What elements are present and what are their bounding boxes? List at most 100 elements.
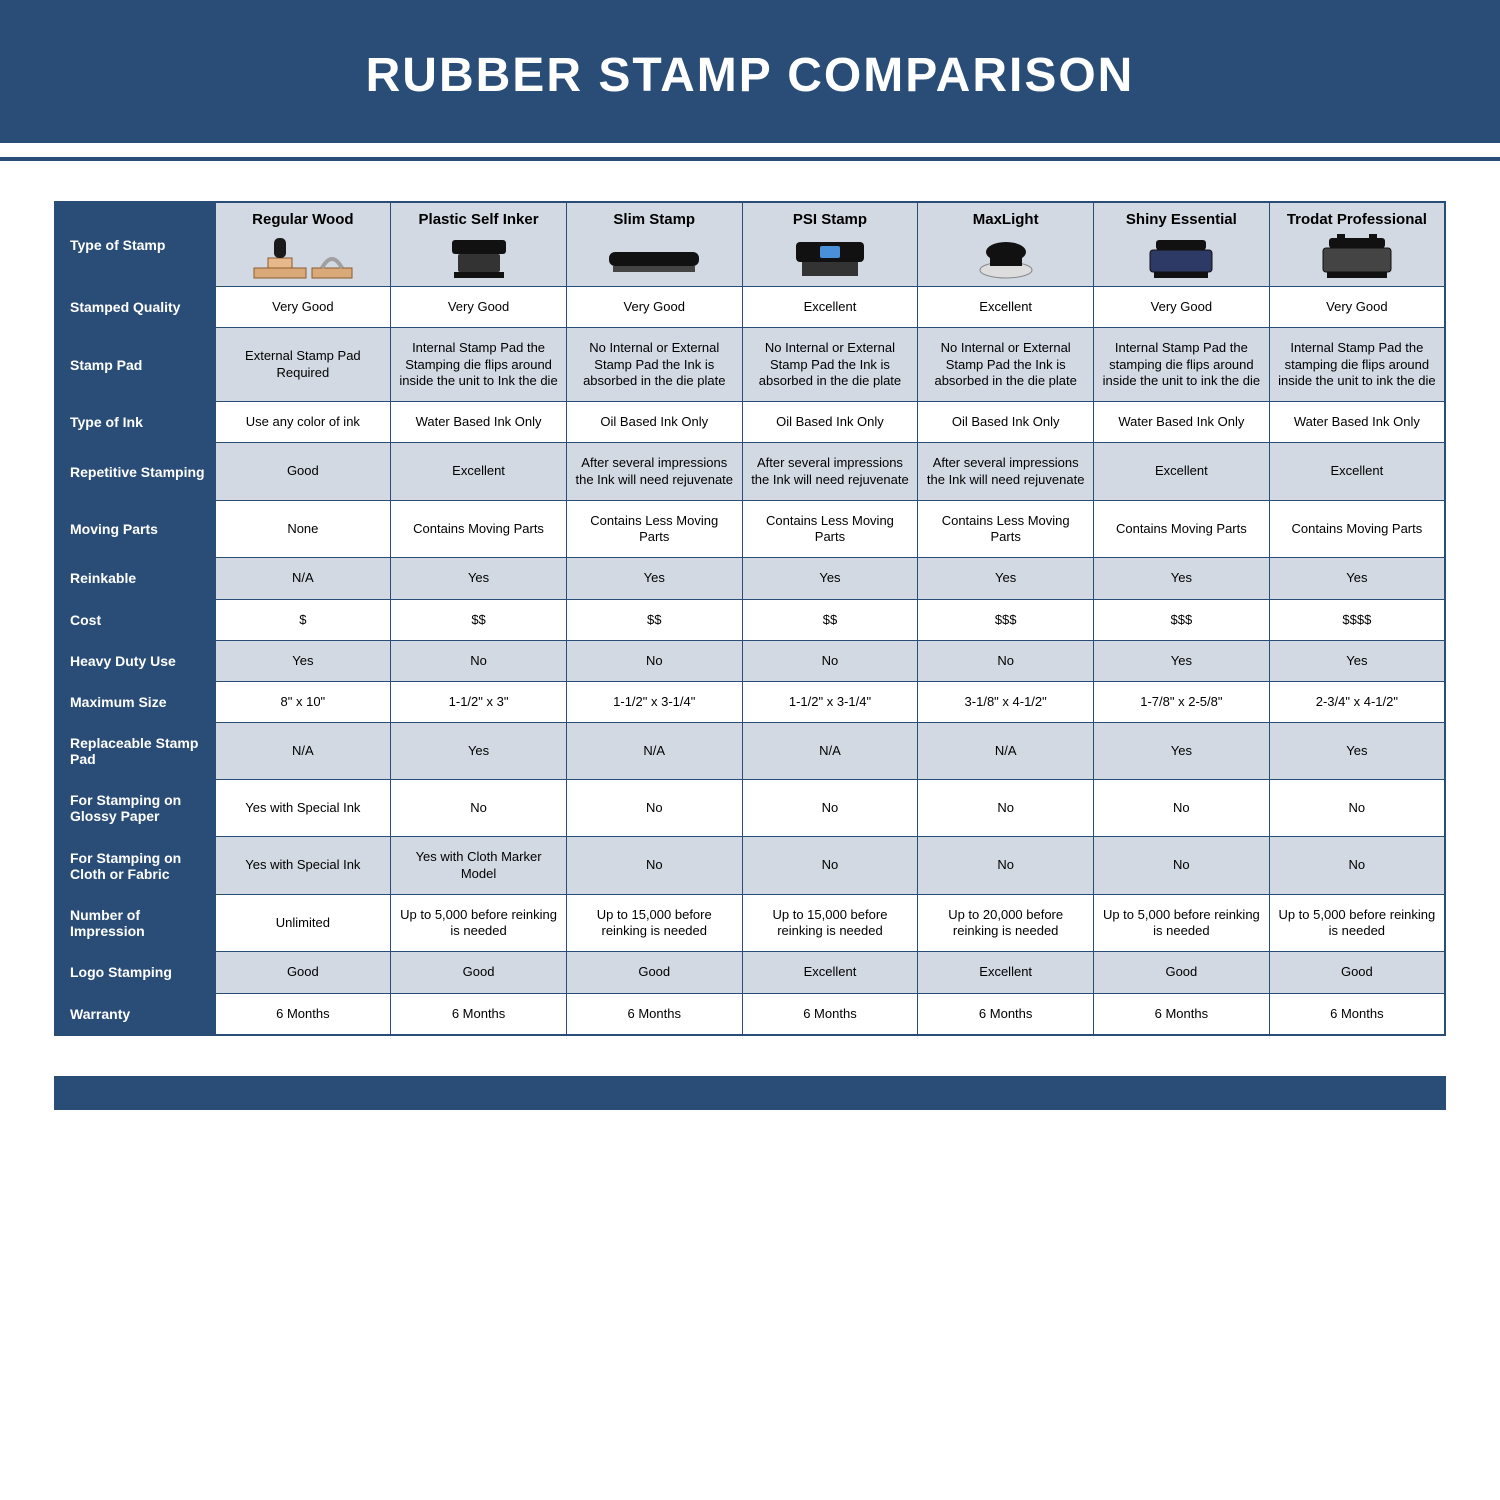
col-head-label: Trodat Professional xyxy=(1287,211,1427,228)
col-head-label: MaxLight xyxy=(973,211,1039,228)
col-head-5: Shiny Essential xyxy=(1094,202,1270,287)
table-cell: Good xyxy=(1094,952,1270,993)
table-cell: None xyxy=(215,500,391,558)
col-head-label: Plastic Self Inker xyxy=(419,211,539,228)
table-cell: 2-3/4" x 4-1/2" xyxy=(1269,682,1445,723)
psi-stamp-icon xyxy=(780,234,880,282)
table-cell: No xyxy=(1094,780,1270,837)
table-cell: Excellent xyxy=(918,952,1094,993)
table-cell: Yes xyxy=(391,723,567,780)
table-cell: Contains Moving Parts xyxy=(391,500,567,558)
bottom-bar xyxy=(54,1076,1446,1110)
table-cell: Very Good xyxy=(391,287,567,328)
table-cell: $$ xyxy=(566,599,742,640)
table-cell: No xyxy=(566,640,742,681)
col-head-label: Shiny Essential xyxy=(1126,211,1237,228)
table-cell: $$ xyxy=(391,599,567,640)
table-row: Stamp PadExternal Stamp Pad RequiredInte… xyxy=(55,328,1445,402)
row-label: Replaceable Stamp Pad xyxy=(55,723,215,780)
table-row: Warranty6 Months6 Months6 Months6 Months… xyxy=(55,993,1445,1035)
table-cell: Yes xyxy=(566,558,742,599)
table-cell: Very Good xyxy=(566,287,742,328)
table-cell: Internal Stamp Pad the stamping die flip… xyxy=(1094,328,1270,402)
row-label: Maximum Size xyxy=(55,682,215,723)
table-cell: No xyxy=(566,780,742,837)
table-cell: Water Based Ink Only xyxy=(1094,402,1270,443)
table-cell: 1-1/2" x 3-1/4" xyxy=(566,682,742,723)
table-cell: External Stamp Pad Required xyxy=(215,328,391,402)
table-row: For Stamping on Cloth or FabricYes with … xyxy=(55,837,1445,895)
table-row: Stamped QualityVery GoodVery GoodVery Go… xyxy=(55,287,1445,328)
table-cell: After several impressions the Ink will n… xyxy=(566,443,742,501)
table-row: ReinkableN/AYesYesYesYesYesYes xyxy=(55,558,1445,599)
comparison-table-wrap: Type of Stamp Regular Wood Plastic Self … xyxy=(0,161,1500,1076)
table-cell: Yes xyxy=(391,558,567,599)
table-cell: 3-1/8" x 4-1/2" xyxy=(918,682,1094,723)
table-cell: Internal Stamp Pad the Stamping die flip… xyxy=(391,328,567,402)
table-cell: Yes xyxy=(1269,558,1445,599)
table-cell: No xyxy=(918,640,1094,681)
row-label: Number of Impression xyxy=(55,894,215,952)
page: RUBBER STAMP COMPARISON Type of Stamp Re… xyxy=(0,0,1500,1110)
table-cell: No xyxy=(1269,837,1445,895)
plastic-self-inker-stamp-icon xyxy=(434,234,524,282)
table-cell: 8" x 10" xyxy=(215,682,391,723)
table-cell: $$$ xyxy=(1094,599,1270,640)
table-cell: Oil Based Ink Only xyxy=(918,402,1094,443)
table-cell: Oil Based Ink Only xyxy=(742,402,918,443)
table-cell: N/A xyxy=(918,723,1094,780)
table-cell: Use any color of ink xyxy=(215,402,391,443)
table-cell: Internal Stamp Pad the stamping die flip… xyxy=(1269,328,1445,402)
table-cell: Good xyxy=(1269,952,1445,993)
maxlight-stamp-icon xyxy=(966,234,1046,282)
table-cell: No xyxy=(918,780,1094,837)
table-cell: N/A xyxy=(215,723,391,780)
table-cell: N/A xyxy=(215,558,391,599)
row-label: Stamp Pad xyxy=(55,328,215,402)
table-cell: $$$$ xyxy=(1269,599,1445,640)
table-cell: Excellent xyxy=(742,287,918,328)
table-cell: 6 Months xyxy=(566,993,742,1035)
col-head-2: Slim Stamp xyxy=(566,202,742,287)
table-cell: Yes with Cloth Marker Model xyxy=(391,837,567,895)
table-cell: Unlimited xyxy=(215,894,391,952)
col-head-1: Plastic Self Inker xyxy=(391,202,567,287)
table-body: Stamped QualityVery GoodVery GoodVery Go… xyxy=(55,287,1445,1035)
table-cell: Very Good xyxy=(1094,287,1270,328)
table-cell: No xyxy=(1269,780,1445,837)
slim-stamp-icon xyxy=(599,234,709,282)
row-label-type-of-stamp: Type of Stamp xyxy=(55,202,215,287)
table-cell: Water Based Ink Only xyxy=(391,402,567,443)
table-cell: Up to 5,000 before reinking is needed xyxy=(1094,894,1270,952)
row-label: Stamped Quality xyxy=(55,287,215,328)
row-label: Moving Parts xyxy=(55,500,215,558)
table-row: Maximum Size8" x 10"1-1/2" x 3"1-1/2" x … xyxy=(55,682,1445,723)
table-cell: Up to 5,000 before reinking is needed xyxy=(391,894,567,952)
table-cell: No Internal or External Stamp Pad the In… xyxy=(742,328,918,402)
row-label: Heavy Duty Use xyxy=(55,640,215,681)
table-cell: Yes xyxy=(1094,640,1270,681)
table-cell: Yes xyxy=(742,558,918,599)
table-cell: 6 Months xyxy=(1094,993,1270,1035)
table-cell: Excellent xyxy=(1094,443,1270,501)
table-cell: No xyxy=(566,837,742,895)
table-cell: Excellent xyxy=(742,952,918,993)
row-label: Warranty xyxy=(55,993,215,1035)
header-row: Type of Stamp Regular Wood Plastic Self … xyxy=(55,202,1445,287)
col-head-label: PSI Stamp xyxy=(793,211,867,228)
table-cell: Good xyxy=(566,952,742,993)
table-cell: No Internal or External Stamp Pad the In… xyxy=(918,328,1094,402)
table-cell: Contains Moving Parts xyxy=(1094,500,1270,558)
table-cell: Excellent xyxy=(391,443,567,501)
table-cell: Water Based Ink Only xyxy=(1269,402,1445,443)
col-head-3: PSI Stamp xyxy=(742,202,918,287)
table-cell: Up to 20,000 before reinking is needed xyxy=(918,894,1094,952)
table-cell: Good xyxy=(391,952,567,993)
table-cell: Yes xyxy=(215,640,391,681)
row-label: Reinkable xyxy=(55,558,215,599)
table-cell: Good xyxy=(215,443,391,501)
table-cell: No xyxy=(918,837,1094,895)
table-cell: Yes xyxy=(1094,723,1270,780)
table-cell: Very Good xyxy=(1269,287,1445,328)
table-cell: $ xyxy=(215,599,391,640)
